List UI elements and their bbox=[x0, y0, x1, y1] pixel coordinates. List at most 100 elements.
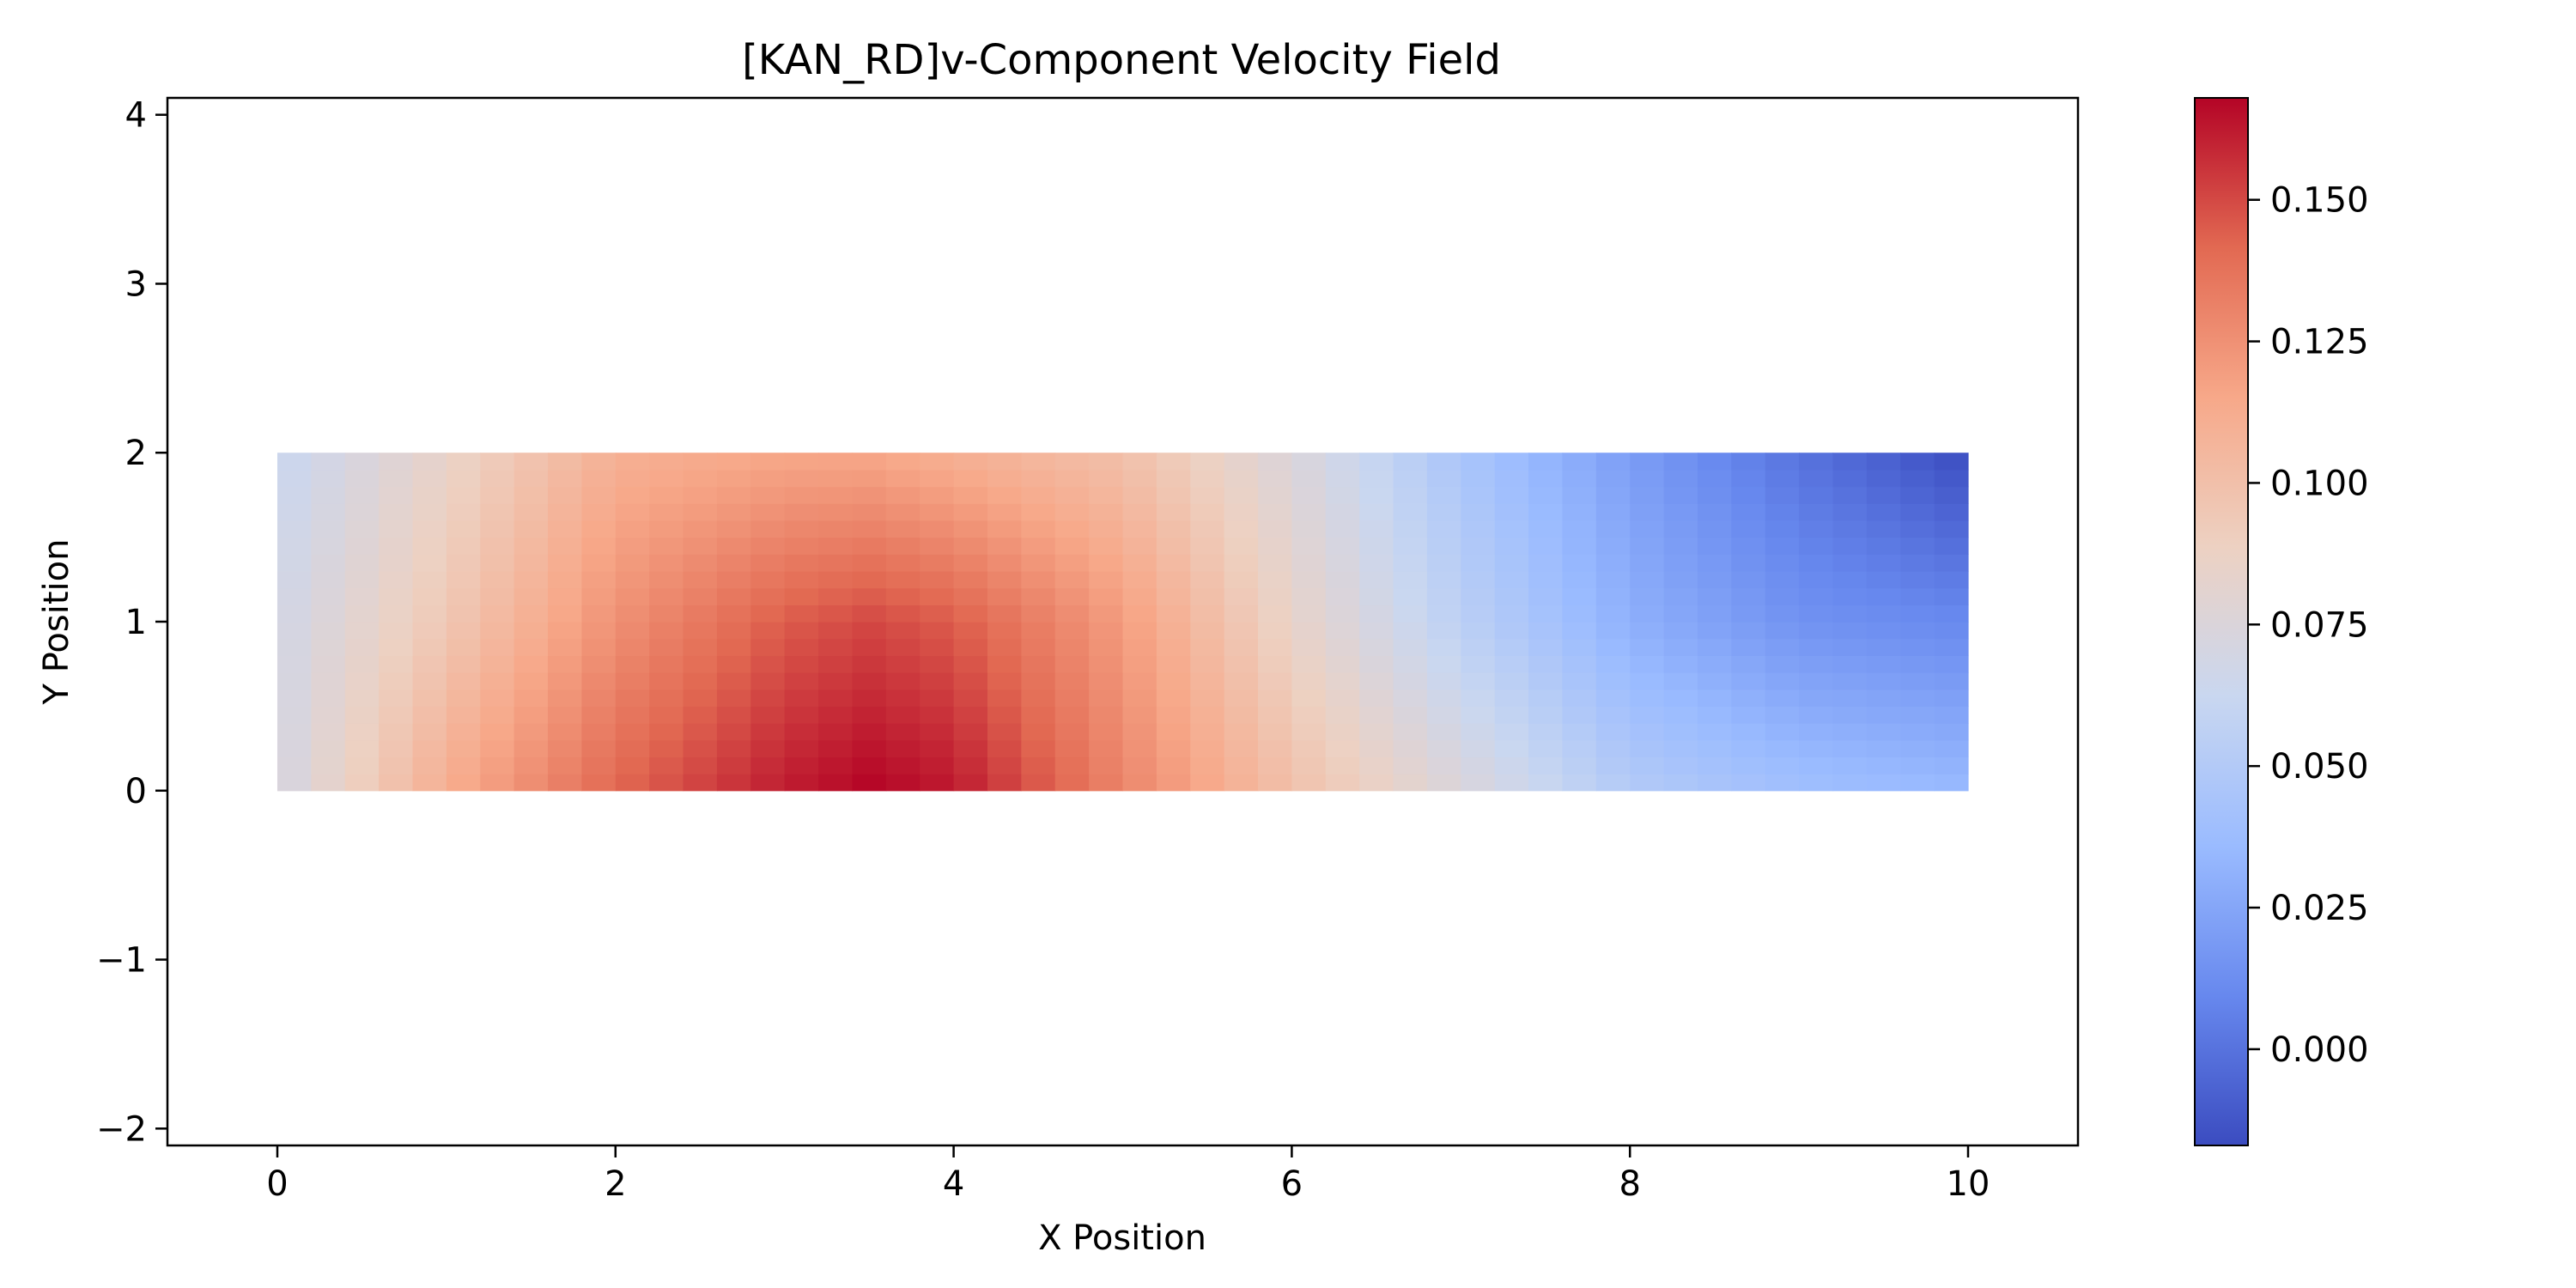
heatmap-cell bbox=[1934, 587, 1969, 605]
heatmap-cell bbox=[649, 655, 684, 673]
heatmap-cell bbox=[1089, 469, 1124, 488]
heatmap-cell bbox=[1630, 638, 1665, 656]
heatmap-cell bbox=[513, 537, 549, 555]
heatmap-cell bbox=[446, 537, 481, 555]
heatmap-cell bbox=[1697, 519, 1732, 538]
heatmap-cell bbox=[920, 622, 955, 640]
heatmap-cell bbox=[953, 537, 988, 555]
heatmap-cell bbox=[1595, 554, 1631, 572]
heatmap-cell bbox=[1528, 672, 1564, 690]
heatmap-cell bbox=[920, 453, 955, 471]
heatmap-cell bbox=[1359, 638, 1394, 656]
heatmap-cell bbox=[1291, 655, 1327, 673]
heatmap-cell bbox=[885, 503, 920, 521]
heatmap-cell bbox=[1054, 622, 1090, 640]
heatmap-cell bbox=[683, 638, 718, 656]
heatmap-cell bbox=[1866, 672, 1901, 690]
heatmap-cell bbox=[1021, 469, 1056, 488]
heatmap-cell bbox=[784, 774, 819, 792]
heatmap-cell bbox=[1426, 706, 1461, 724]
heatmap-cell bbox=[1122, 503, 1157, 521]
heatmap-cell bbox=[1562, 622, 1597, 640]
heatmap-cell bbox=[953, 469, 988, 488]
heatmap-cell bbox=[852, 554, 887, 572]
heatmap-cell bbox=[1291, 605, 1327, 623]
heatmap-cell bbox=[581, 605, 617, 623]
heatmap-cell bbox=[683, 605, 718, 623]
heatmap-cell bbox=[276, 638, 312, 656]
heatmap-cell bbox=[1528, 605, 1564, 623]
heatmap-cell bbox=[1799, 774, 1834, 792]
heatmap-cell bbox=[311, 756, 346, 775]
heatmap-cell bbox=[1630, 655, 1665, 673]
heatmap-cell bbox=[1258, 689, 1292, 707]
heatmap-cell bbox=[446, 723, 481, 741]
heatmap-cell bbox=[1866, 519, 1901, 538]
colorbar bbox=[2194, 97, 2249, 1146]
heatmap-cell bbox=[852, 672, 887, 690]
heatmap-cell bbox=[1359, 706, 1394, 724]
heatmap-cell bbox=[920, 756, 955, 775]
heatmap-cell bbox=[1562, 723, 1597, 741]
heatmap-cell bbox=[852, 739, 887, 758]
heatmap-cell bbox=[1663, 503, 1698, 521]
heatmap-cell bbox=[1224, 622, 1259, 640]
heatmap-cell bbox=[987, 655, 1022, 673]
heatmap-cell bbox=[1156, 537, 1191, 555]
heatmap-cell bbox=[1900, 587, 1935, 605]
heatmap-cell bbox=[1562, 503, 1597, 521]
heatmap-cell bbox=[649, 739, 684, 758]
heatmap-cell bbox=[1156, 672, 1191, 690]
heatmap-cell bbox=[1325, 605, 1360, 623]
heatmap-cell bbox=[1122, 655, 1157, 673]
heatmap-cell bbox=[750, 503, 786, 521]
heatmap-cell bbox=[412, 503, 447, 521]
heatmap-cell bbox=[276, 774, 312, 792]
heatmap-cell bbox=[750, 689, 786, 707]
heatmap-cell bbox=[311, 655, 346, 673]
heatmap-cell bbox=[1697, 622, 1732, 640]
heatmap-cell bbox=[1461, 587, 1496, 605]
heatmap-cell bbox=[1122, 554, 1157, 572]
heatmap-cell bbox=[344, 672, 380, 690]
heatmap-cell bbox=[1731, 519, 1766, 538]
heatmap-cell bbox=[379, 638, 414, 656]
heatmap-cell bbox=[784, 570, 819, 589]
heatmap-cell bbox=[548, 519, 583, 538]
heatmap-cell bbox=[1089, 756, 1124, 775]
heatmap-cell bbox=[716, 756, 751, 775]
heatmap-cell bbox=[1630, 622, 1665, 640]
heatmap-cell bbox=[649, 706, 684, 724]
heatmap-cell bbox=[344, 638, 380, 656]
heatmap-cell bbox=[784, 756, 819, 775]
heatmap-cell bbox=[513, 706, 549, 724]
heatmap-cell bbox=[446, 469, 481, 488]
heatmap-cell bbox=[548, 537, 583, 555]
heatmap-cell bbox=[1934, 554, 1969, 572]
heatmap-cell bbox=[1663, 723, 1698, 741]
heatmap-cell bbox=[716, 689, 751, 707]
heatmap-cell bbox=[1562, 605, 1597, 623]
heatmap-cell bbox=[1021, 605, 1056, 623]
heatmap-cell bbox=[1731, 655, 1766, 673]
heatmap-cell bbox=[1799, 469, 1834, 488]
heatmap-cell bbox=[649, 723, 684, 741]
heatmap-cell bbox=[818, 486, 854, 504]
heatmap-cell bbox=[581, 519, 617, 538]
heatmap-cell bbox=[818, 519, 854, 538]
heatmap-cell bbox=[344, 706, 380, 724]
heatmap-cell bbox=[1021, 756, 1056, 775]
heatmap-cell bbox=[1697, 537, 1732, 555]
heatmap-cell bbox=[412, 587, 447, 605]
heatmap-cell bbox=[1799, 756, 1834, 775]
heatmap-cell bbox=[1325, 486, 1360, 504]
heatmap-cell bbox=[615, 756, 650, 775]
heatmap-cell bbox=[683, 554, 718, 572]
heatmap-cell bbox=[1325, 570, 1360, 589]
heatmap-cell bbox=[276, 554, 312, 572]
heatmap-cell bbox=[1054, 605, 1090, 623]
heatmap-cell bbox=[1697, 554, 1732, 572]
heatmap-cell bbox=[1461, 537, 1496, 555]
heatmap-cell bbox=[1426, 672, 1461, 690]
heatmap-cell bbox=[953, 570, 988, 589]
